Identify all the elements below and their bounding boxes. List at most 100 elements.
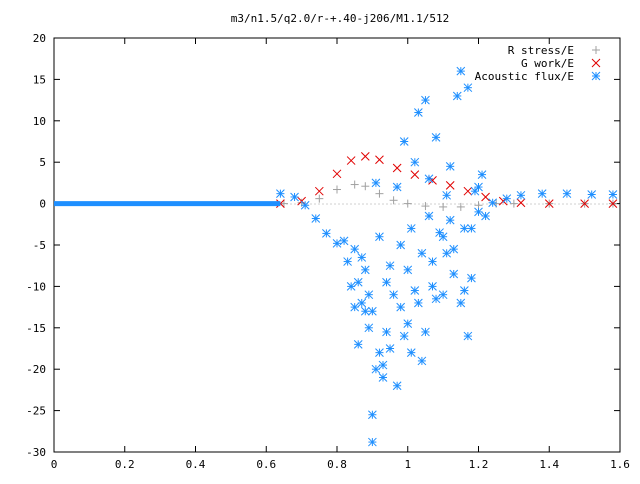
series-3-point — [392, 381, 402, 391]
series-3 — [54, 66, 618, 447]
series-3-point — [608, 190, 618, 199]
legend-label: G work/E — [521, 57, 574, 70]
series-3-point — [428, 257, 437, 266]
series-3-point — [424, 211, 434, 221]
series-3-point — [421, 95, 430, 105]
series-1-point — [389, 196, 398, 205]
y-tick-label: 0 — [39, 198, 46, 211]
series-3-point — [459, 286, 469, 295]
series-3-point — [463, 331, 473, 341]
series-1-point — [509, 199, 518, 208]
series-2-point — [346, 156, 356, 165]
series-3-point — [449, 269, 459, 279]
series-3-point — [396, 302, 406, 312]
series-3-point — [311, 214, 321, 223]
series-3-point — [410, 286, 420, 295]
series-layer — [54, 66, 618, 447]
series-3-point — [368, 306, 377, 316]
series-2-point — [392, 163, 402, 173]
series-3-point — [587, 190, 597, 199]
y-tick-label: 10 — [33, 115, 46, 128]
series-3-point — [456, 298, 466, 308]
series-3-point — [442, 248, 452, 258]
series-2-point — [360, 152, 370, 161]
y-tick-label: -10 — [26, 280, 46, 293]
x-tick-label: 0.4 — [186, 458, 206, 471]
series-2-point — [410, 170, 420, 179]
series-3-point — [368, 437, 377, 447]
series-3-point — [406, 224, 416, 233]
series-3-point — [364, 323, 374, 333]
series-3-point — [378, 373, 388, 382]
series-1-point — [403, 199, 412, 208]
series-1-point — [361, 182, 370, 191]
y-tick-label: -15 — [26, 322, 46, 335]
series-3-point — [410, 157, 420, 167]
series-3-point — [357, 253, 367, 262]
x-tick-label: 1.4 — [539, 458, 559, 471]
series-3-point — [357, 298, 367, 308]
series-3-point — [332, 238, 342, 248]
series-3-point — [467, 224, 476, 233]
series-1-point — [375, 189, 384, 198]
series-2-point — [608, 199, 618, 208]
series-2-point — [580, 199, 589, 208]
series-3-point — [300, 200, 310, 210]
series-3-point — [382, 277, 391, 287]
chart-title: m3/n1.5/q2.0/r-+.40-j206/M1.1/512 — [231, 12, 450, 25]
series-3-point — [421, 327, 430, 337]
series-2-point — [481, 192, 490, 202]
x-tick-label: 0 — [51, 458, 58, 471]
series-3-point — [431, 133, 441, 142]
series-3-point — [392, 182, 402, 192]
series-3-point — [378, 360, 388, 370]
series-3-point — [463, 83, 473, 93]
series-3-point — [375, 232, 384, 242]
series-3-point — [442, 190, 452, 200]
y-tick-label: -5 — [33, 239, 46, 252]
series-3-point — [502, 194, 512, 203]
series-3-point — [371, 178, 381, 188]
series-3-point — [414, 108, 423, 117]
series-2-point — [516, 198, 526, 208]
series-2-point — [332, 169, 342, 179]
legend-label: Acoustic flux/E — [475, 70, 574, 83]
series-1-point — [439, 202, 448, 211]
series-3-point — [350, 244, 360, 254]
series-3-point — [339, 236, 349, 246]
series-3-point — [375, 348, 384, 357]
series-3-point — [445, 161, 455, 171]
series-3-point — [438, 290, 448, 300]
series-3-point — [431, 294, 441, 304]
y-tick-label: 20 — [33, 32, 46, 45]
series-3-point — [459, 224, 469, 233]
series-2-point — [544, 199, 554, 208]
series-3-point — [414, 298, 423, 308]
series-3-point — [399, 137, 409, 146]
series-3-point — [417, 356, 427, 366]
series-3-point — [474, 182, 483, 192]
series-1-point — [315, 194, 324, 203]
series-3-point — [385, 344, 395, 353]
series-2-point — [445, 181, 455, 190]
series-3-point — [403, 319, 413, 329]
series-3-point — [382, 327, 391, 337]
series-3-point — [360, 265, 370, 275]
series-2-point — [463, 186, 473, 196]
y-tick-label: -30 — [26, 446, 46, 459]
series-3-point — [371, 364, 381, 374]
series-3-point — [399, 331, 409, 341]
legend-marker — [591, 71, 601, 81]
x-axis: 0 0.2 0.4 0.6 0.8 1 1.2 1.4 1.6 — [51, 38, 630, 471]
series-3-point — [438, 232, 448, 242]
y-tick-label: 15 — [33, 73, 46, 86]
x-tick-label: 1.6 — [610, 458, 630, 471]
series-3-point — [481, 211, 490, 221]
x-tick-label: 0.8 — [327, 458, 347, 471]
series-1-point — [279, 199, 288, 208]
legend-marker — [591, 58, 601, 68]
series-3-point — [424, 174, 434, 184]
